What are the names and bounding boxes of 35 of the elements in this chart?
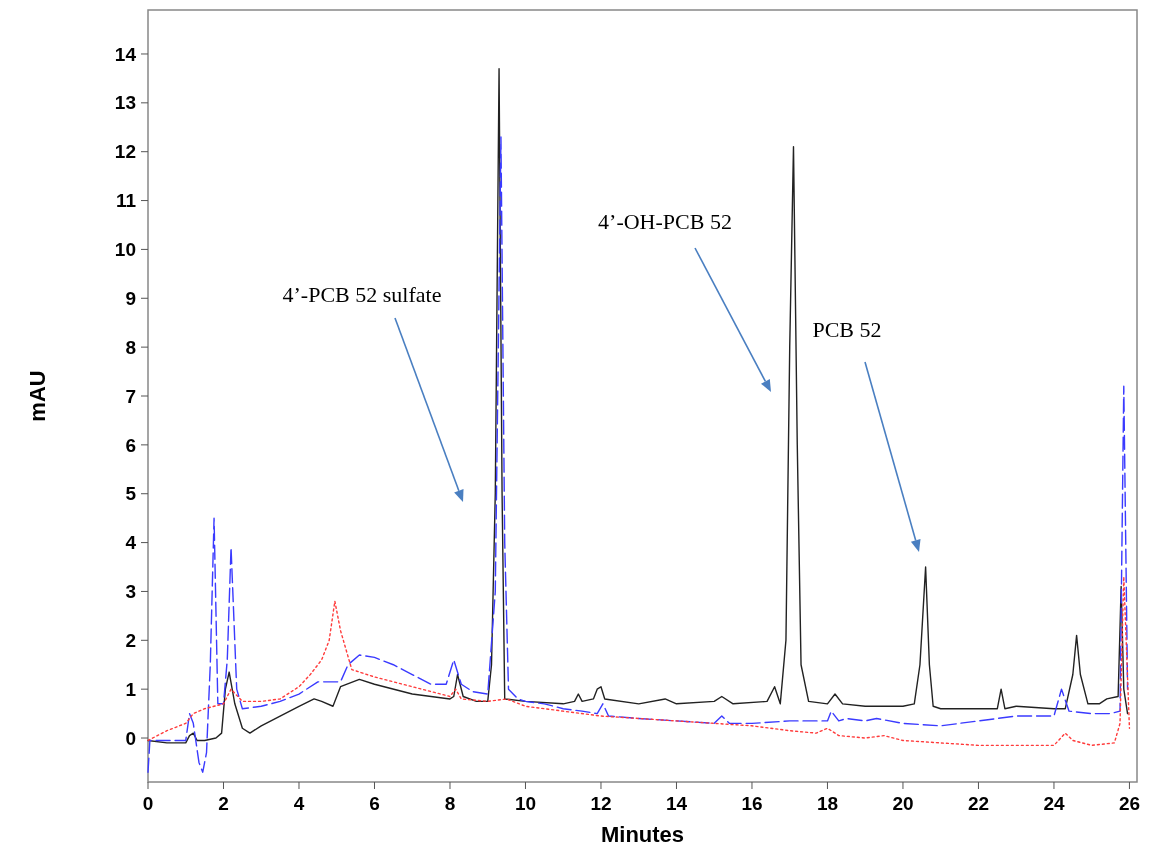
y-tick-label: 14: [114, 43, 137, 65]
line-series: [147, 576, 1131, 747]
y-tick-label: 3: [125, 581, 136, 603]
y-axis-title: mAU: [25, 370, 50, 422]
y-tick-label: 8: [125, 336, 136, 358]
y-tick-label: 9: [125, 287, 136, 309]
x-tick-label: 10: [514, 793, 537, 814]
y-tick-label: 4: [125, 532, 137, 554]
y-tick-label: 6: [125, 434, 136, 456]
x-axis-title: Minutes: [600, 822, 685, 847]
y-tick-label: 2: [125, 629, 136, 651]
x-tick-label: 2: [218, 793, 229, 814]
x-tick-label: 18: [816, 793, 839, 814]
x-tick-label: 20: [892, 793, 914, 814]
annotation: PCB 52: [812, 317, 882, 342]
y-tick-label: 0: [125, 727, 136, 749]
annotation: 4’-OH-PCB 52: [598, 209, 732, 234]
x-tick-label: 4: [293, 793, 305, 814]
y-tick-label: 12: [114, 141, 136, 163]
y-tick-label: 7: [125, 385, 136, 407]
x-tick-label: 24: [1043, 793, 1065, 814]
x-tick-label: 12: [590, 793, 612, 814]
y-tick-label: 11: [115, 190, 137, 212]
x-tick-label: 6: [369, 793, 380, 814]
x-tick-label: 26: [1118, 793, 1141, 814]
x-tick-label: 0: [142, 793, 154, 814]
x-tick-label: 16: [741, 793, 763, 814]
y-tick-label: 10: [114, 239, 136, 261]
annotation: 4’-PCB 52 sulfate: [282, 282, 442, 307]
x-tick-label: 14: [665, 793, 688, 814]
y-tick-label: 5: [125, 483, 137, 505]
y-tick-label: 1: [125, 678, 137, 700]
x-tick-label: 22: [967, 793, 990, 814]
x-tick-label: 8: [444, 793, 456, 814]
y-tick-label: 13: [114, 92, 136, 114]
